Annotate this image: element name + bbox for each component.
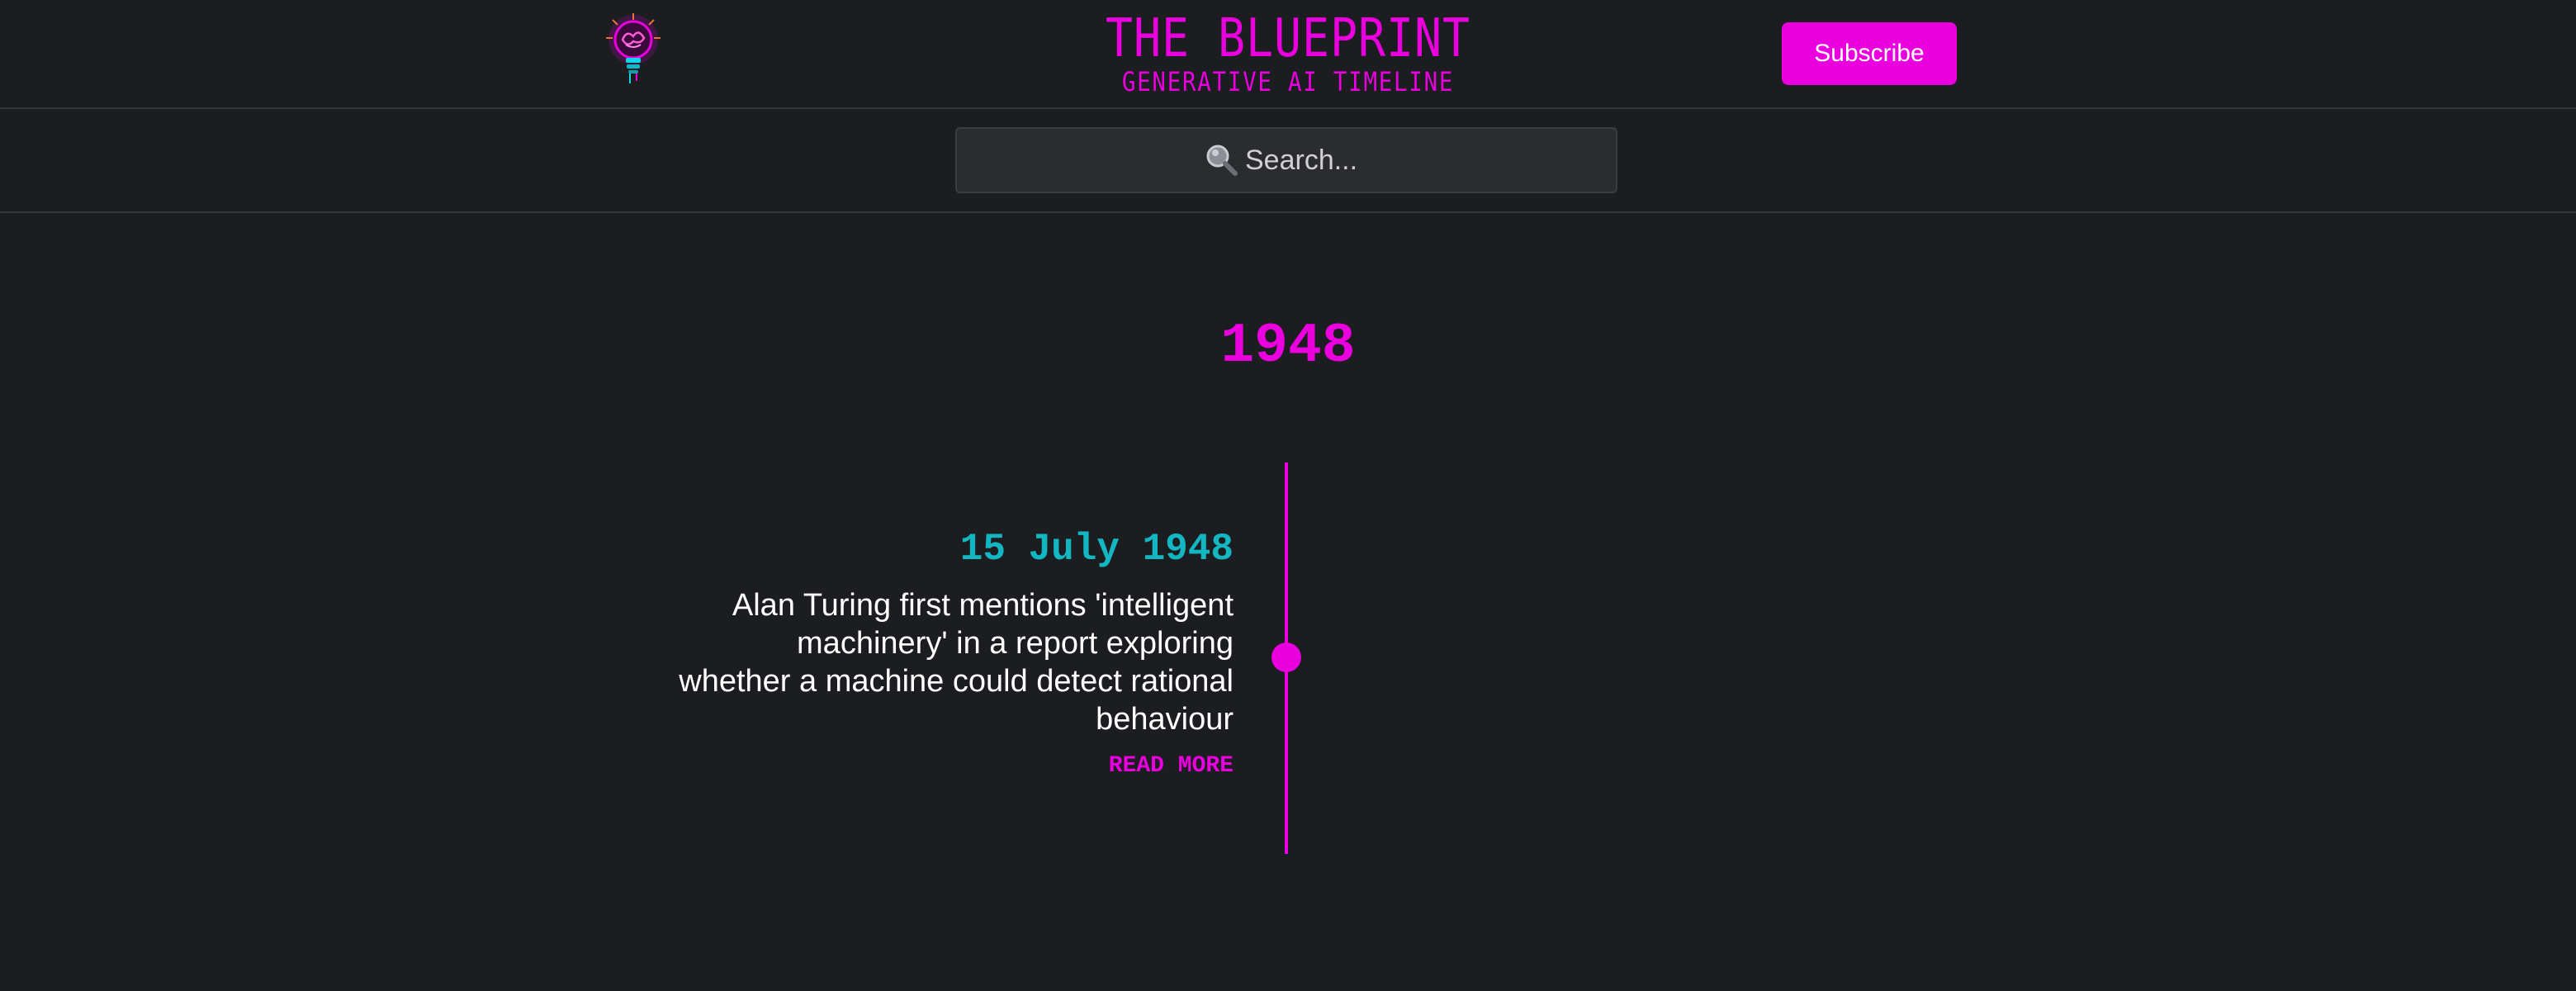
site-subtitle: GENERATIVE AI TIMELINE xyxy=(1121,66,1455,97)
site-title: THE BLUEPRINT xyxy=(1106,8,1470,69)
lightbulb-brain-icon[interactable] xyxy=(603,12,664,88)
site-brand[interactable]: THE BLUEPRINT GENERATIVE AI TIMELINE xyxy=(958,10,1618,96)
timeline-marker xyxy=(1271,642,1301,672)
read-more-link[interactable]: READ MORE xyxy=(1108,753,1234,779)
subscribe-button[interactable]: Subscribe xyxy=(1782,22,1957,85)
entry-description: Alan Turing first mentions 'intelligent … xyxy=(679,588,1234,737)
year-heading: 1948 xyxy=(1220,315,1356,378)
magnifying-glass-icon xyxy=(1206,145,1238,176)
search-bar xyxy=(0,109,2576,213)
entry-date: 15 July 1948 xyxy=(959,528,1234,571)
timeline-entry: 15 July 1948 Alan Turing first mentions … xyxy=(677,522,1234,783)
search-box[interactable] xyxy=(955,127,1617,193)
site-header: THE BLUEPRINT GENERATIVE AI TIMELINE Sub… xyxy=(0,0,2576,109)
search-input[interactable] xyxy=(1245,144,1369,177)
